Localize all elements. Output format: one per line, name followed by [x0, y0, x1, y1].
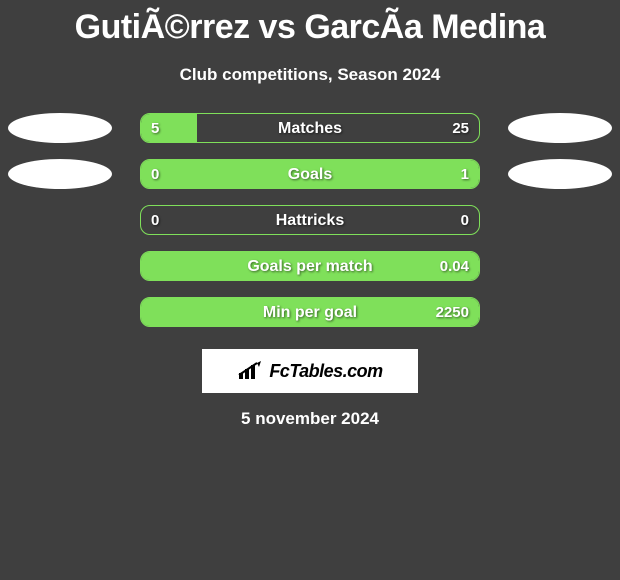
player-right-badge — [508, 159, 612, 189]
subtitle: Club competitions, Season 2024 — [0, 65, 620, 85]
brand-text: FcTables.com — [269, 361, 382, 382]
stat-row: 0.04Goals per match — [0, 251, 620, 281]
stat-bar: 525Matches — [140, 113, 480, 143]
brand-badge: FcTables.com — [202, 349, 418, 393]
stat-bar: 0.04Goals per match — [140, 251, 480, 281]
player-left-badge — [8, 113, 112, 143]
stat-label: Goals — [141, 160, 479, 189]
stat-bar: 00Hattricks — [140, 205, 480, 235]
stat-label: Hattricks — [141, 206, 479, 235]
stat-label: Matches — [141, 114, 479, 143]
player-left-badge — [8, 159, 112, 189]
stat-bar: 2250Min per goal — [140, 297, 480, 327]
stat-row: 525Matches — [0, 113, 620, 143]
footer-date: 5 november 2024 — [0, 409, 620, 429]
stat-row: 2250Min per goal — [0, 297, 620, 327]
stat-label: Min per goal — [141, 298, 479, 327]
stat-row: 01Goals — [0, 159, 620, 189]
page-title: GutiÃ©rrez vs GarcÃ­a Medina — [0, 0, 620, 47]
stat-row: 00Hattricks — [0, 205, 620, 235]
chart-icon — [237, 361, 263, 381]
stat-bar: 01Goals — [140, 159, 480, 189]
player-right-badge — [508, 113, 612, 143]
stat-label: Goals per match — [141, 252, 479, 281]
stats-container: 525Matches 01Goals 00Hattricks 0.04Goals pe… — [0, 113, 620, 327]
